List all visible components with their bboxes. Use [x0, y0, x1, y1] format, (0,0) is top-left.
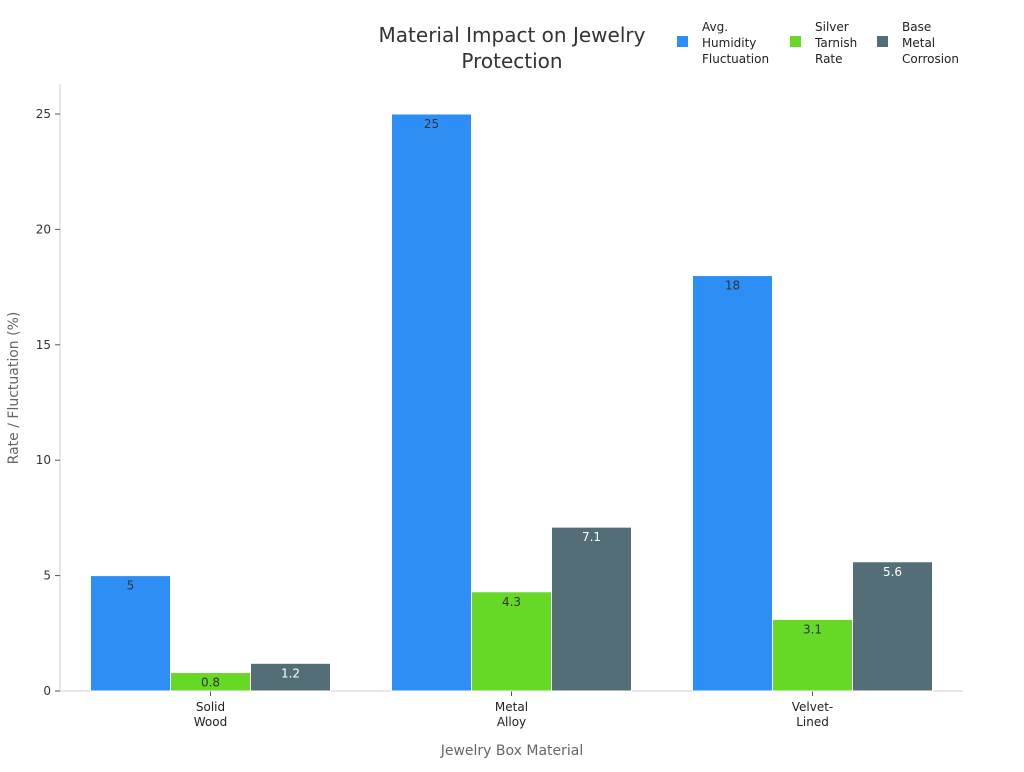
data-label: 1.2	[281, 666, 300, 680]
data-label: 5	[127, 579, 135, 593]
data-label: 5.6	[883, 565, 902, 579]
y-tick-label: 25	[36, 107, 51, 121]
legend-swatch-1	[677, 36, 688, 47]
legend-label: Rate	[815, 52, 843, 66]
legend-label: Avg.	[702, 20, 728, 34]
data-label: 0.8	[201, 676, 220, 690]
data-label: 7.1	[582, 530, 601, 544]
x-tick-label: Metal	[495, 700, 528, 714]
bar-1	[692, 275, 773, 692]
x-tick-label: Velvet-	[792, 700, 834, 714]
bar-3	[250, 662, 331, 692]
y-tick-label: 20	[36, 222, 51, 236]
y-tick-label: 15	[36, 338, 51, 352]
bar-3	[551, 526, 632, 692]
bar-1	[90, 575, 171, 692]
legend-swatch-2	[790, 36, 801, 47]
x-tick-label: Solid	[196, 700, 225, 714]
bar-3	[852, 561, 933, 692]
x-axis-label: Jewelry Box Material	[440, 743, 584, 759]
legend-label: Fluctuation	[702, 52, 769, 66]
bar-2	[471, 591, 552, 692]
y-axis-label: Rate / Fluctuation (%)	[6, 312, 22, 465]
legend-label: Humidity	[702, 36, 756, 50]
x-tick-label: Wood	[194, 715, 227, 729]
y-tick-label: 10	[36, 453, 51, 467]
data-label: 3.1	[803, 622, 822, 636]
y-tick-label: 0	[43, 684, 51, 698]
legend-label: Tarnish	[814, 36, 857, 50]
bar-2	[772, 618, 853, 692]
y-tick-label: 5	[43, 569, 51, 583]
chart-title: Protection	[461, 49, 562, 73]
legend-swatch-3	[877, 36, 888, 47]
legend-label: Metal	[902, 36, 935, 50]
x-tick-label: Lined	[796, 715, 829, 729]
bar-1	[391, 113, 472, 692]
data-label: 18	[725, 279, 740, 293]
chart-title: Material Impact on Jewelry	[379, 23, 646, 47]
data-label: 4.3	[502, 595, 521, 609]
legend-label: Base	[902, 20, 931, 34]
legend-label: Silver	[815, 20, 849, 34]
legend-label: Corrosion	[902, 52, 959, 66]
data-label: 25	[424, 117, 439, 131]
x-tick-label: Alloy	[497, 715, 526, 729]
